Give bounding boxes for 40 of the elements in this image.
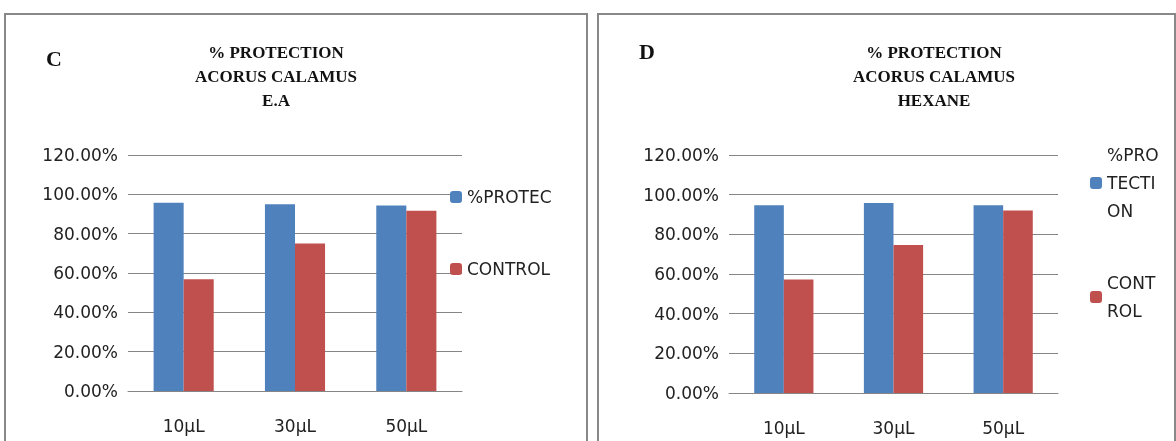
bar [406, 210, 437, 391]
y-tick-label: 120.00% [643, 145, 719, 165]
x-tick-label: 30µL [274, 415, 317, 436]
y-tick-label: 40.00% [53, 302, 118, 323]
legend-label: %PROTEC [467, 187, 552, 207]
y-tick-label: 20.00% [53, 341, 118, 362]
legend-label: CONTROL [1107, 273, 1156, 321]
y-tick-label: 0.00% [63, 381, 118, 401]
y-tick-label: 100.00% [643, 184, 719, 205]
bar [783, 279, 814, 393]
x-tick-label: 10µL [162, 415, 206, 436]
y-tick-label: 20.00% [654, 343, 719, 364]
chart-title: % PROTECTION ACORUS CALAMUS E.A [195, 42, 357, 110]
y-tick-label: 100.00% [42, 184, 118, 205]
bar [754, 205, 784, 393]
text: C [46, 45, 62, 71]
y-tick-label: 60.00% [654, 264, 719, 284]
y-tick-label: 40.00% [654, 303, 719, 324]
bar [893, 245, 924, 393]
legend-label: CONTROL [467, 259, 551, 279]
x-tick-label: 10µL [762, 417, 806, 438]
bar [973, 205, 1004, 393]
chart-title: % PROTECTION ACORUS CALAMUS HEXANE [853, 42, 1015, 110]
y-tick-label: 60.00% [53, 263, 118, 283]
bar [863, 203, 894, 393]
bar [264, 204, 295, 391]
x-tick-label: 30µL [872, 417, 915, 438]
bar [376, 205, 407, 391]
y-tick-label: 80.00% [654, 224, 719, 245]
bar [153, 202, 184, 391]
bar [183, 279, 214, 391]
x-tick-label: 50µL [385, 415, 428, 436]
text: D [639, 38, 655, 64]
x-tick-label: 50µL [982, 417, 1025, 438]
legend-label: %PROTECTION [1106, 145, 1159, 221]
y-tick-label: 0.00% [664, 383, 719, 403]
y-tick-label: 80.00% [53, 223, 118, 244]
bar [295, 243, 326, 391]
y-tick-label: 120.00% [42, 145, 118, 165]
bar [1003, 210, 1033, 393]
